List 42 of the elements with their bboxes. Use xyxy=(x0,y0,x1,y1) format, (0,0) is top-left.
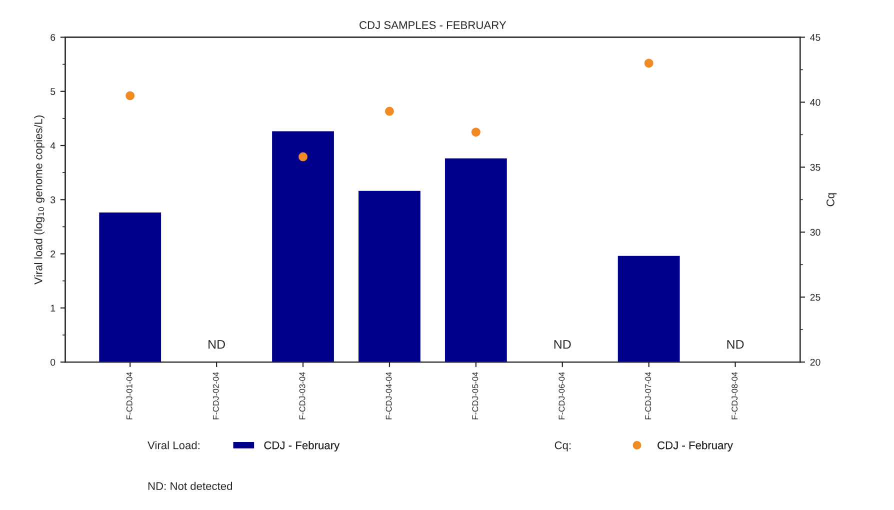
y-tick-label: 4 xyxy=(50,142,56,150)
x-tick-label: F-CDJ-06-04 xyxy=(558,372,565,420)
point xyxy=(384,106,394,116)
y-tick-label: 3 xyxy=(50,196,56,204)
y-tick-label: 1 xyxy=(50,304,56,312)
text: Viral Load: xyxy=(148,441,200,450)
bar xyxy=(99,212,162,362)
x-tick-label: F-CDJ-08-04 xyxy=(732,372,738,420)
legend-label: CDJ - February xyxy=(264,441,340,452)
y2-tick-label: 30 xyxy=(810,228,820,236)
point xyxy=(644,58,654,68)
y2-tick-label: 35 xyxy=(810,164,820,171)
x-tick-label: F-CDJ-04-04 xyxy=(386,372,392,420)
bar xyxy=(358,190,420,362)
y-tick-label: 0 xyxy=(50,358,56,366)
annotation: ND xyxy=(727,340,744,349)
x-tick-label: F-CDJ-02-04 xyxy=(212,372,219,420)
y-tick-label: 2 xyxy=(50,250,56,258)
point xyxy=(298,152,308,162)
x-tick-label: F-CDJ-03-04 xyxy=(299,372,306,420)
y-tick-label: 6 xyxy=(50,34,56,41)
y2-axis-title: Cq xyxy=(826,193,837,206)
y2-tick-label: 40 xyxy=(810,98,820,106)
x-tick-label: F-CDJ-05-04 xyxy=(472,372,478,420)
legend-label: CDJ - February xyxy=(658,441,733,452)
y-axis-title: Viral load (log$_{10}$ genome copies/L) xyxy=(34,116,44,284)
point xyxy=(126,91,135,100)
x-tick-label: F-CDJ-07-04 xyxy=(645,372,652,420)
text: Cq: xyxy=(554,441,571,452)
annotation: ND xyxy=(554,340,571,349)
bar xyxy=(444,158,507,362)
y2-tick-label: 45 xyxy=(810,34,820,41)
bar xyxy=(272,131,334,362)
y-tick-label: 5 xyxy=(50,88,56,95)
x-tick-label: F-CDJ-01-04 xyxy=(126,372,132,420)
y2-tick-label: 25 xyxy=(810,294,820,301)
chart-title: CDJ SAMPLES - FEBRUARY xyxy=(360,21,506,30)
annotation: ND xyxy=(208,340,225,349)
y2-tick-label: 20 xyxy=(810,358,820,366)
point xyxy=(471,128,480,137)
bar xyxy=(618,256,680,362)
text: ND: Not detected xyxy=(148,482,232,490)
